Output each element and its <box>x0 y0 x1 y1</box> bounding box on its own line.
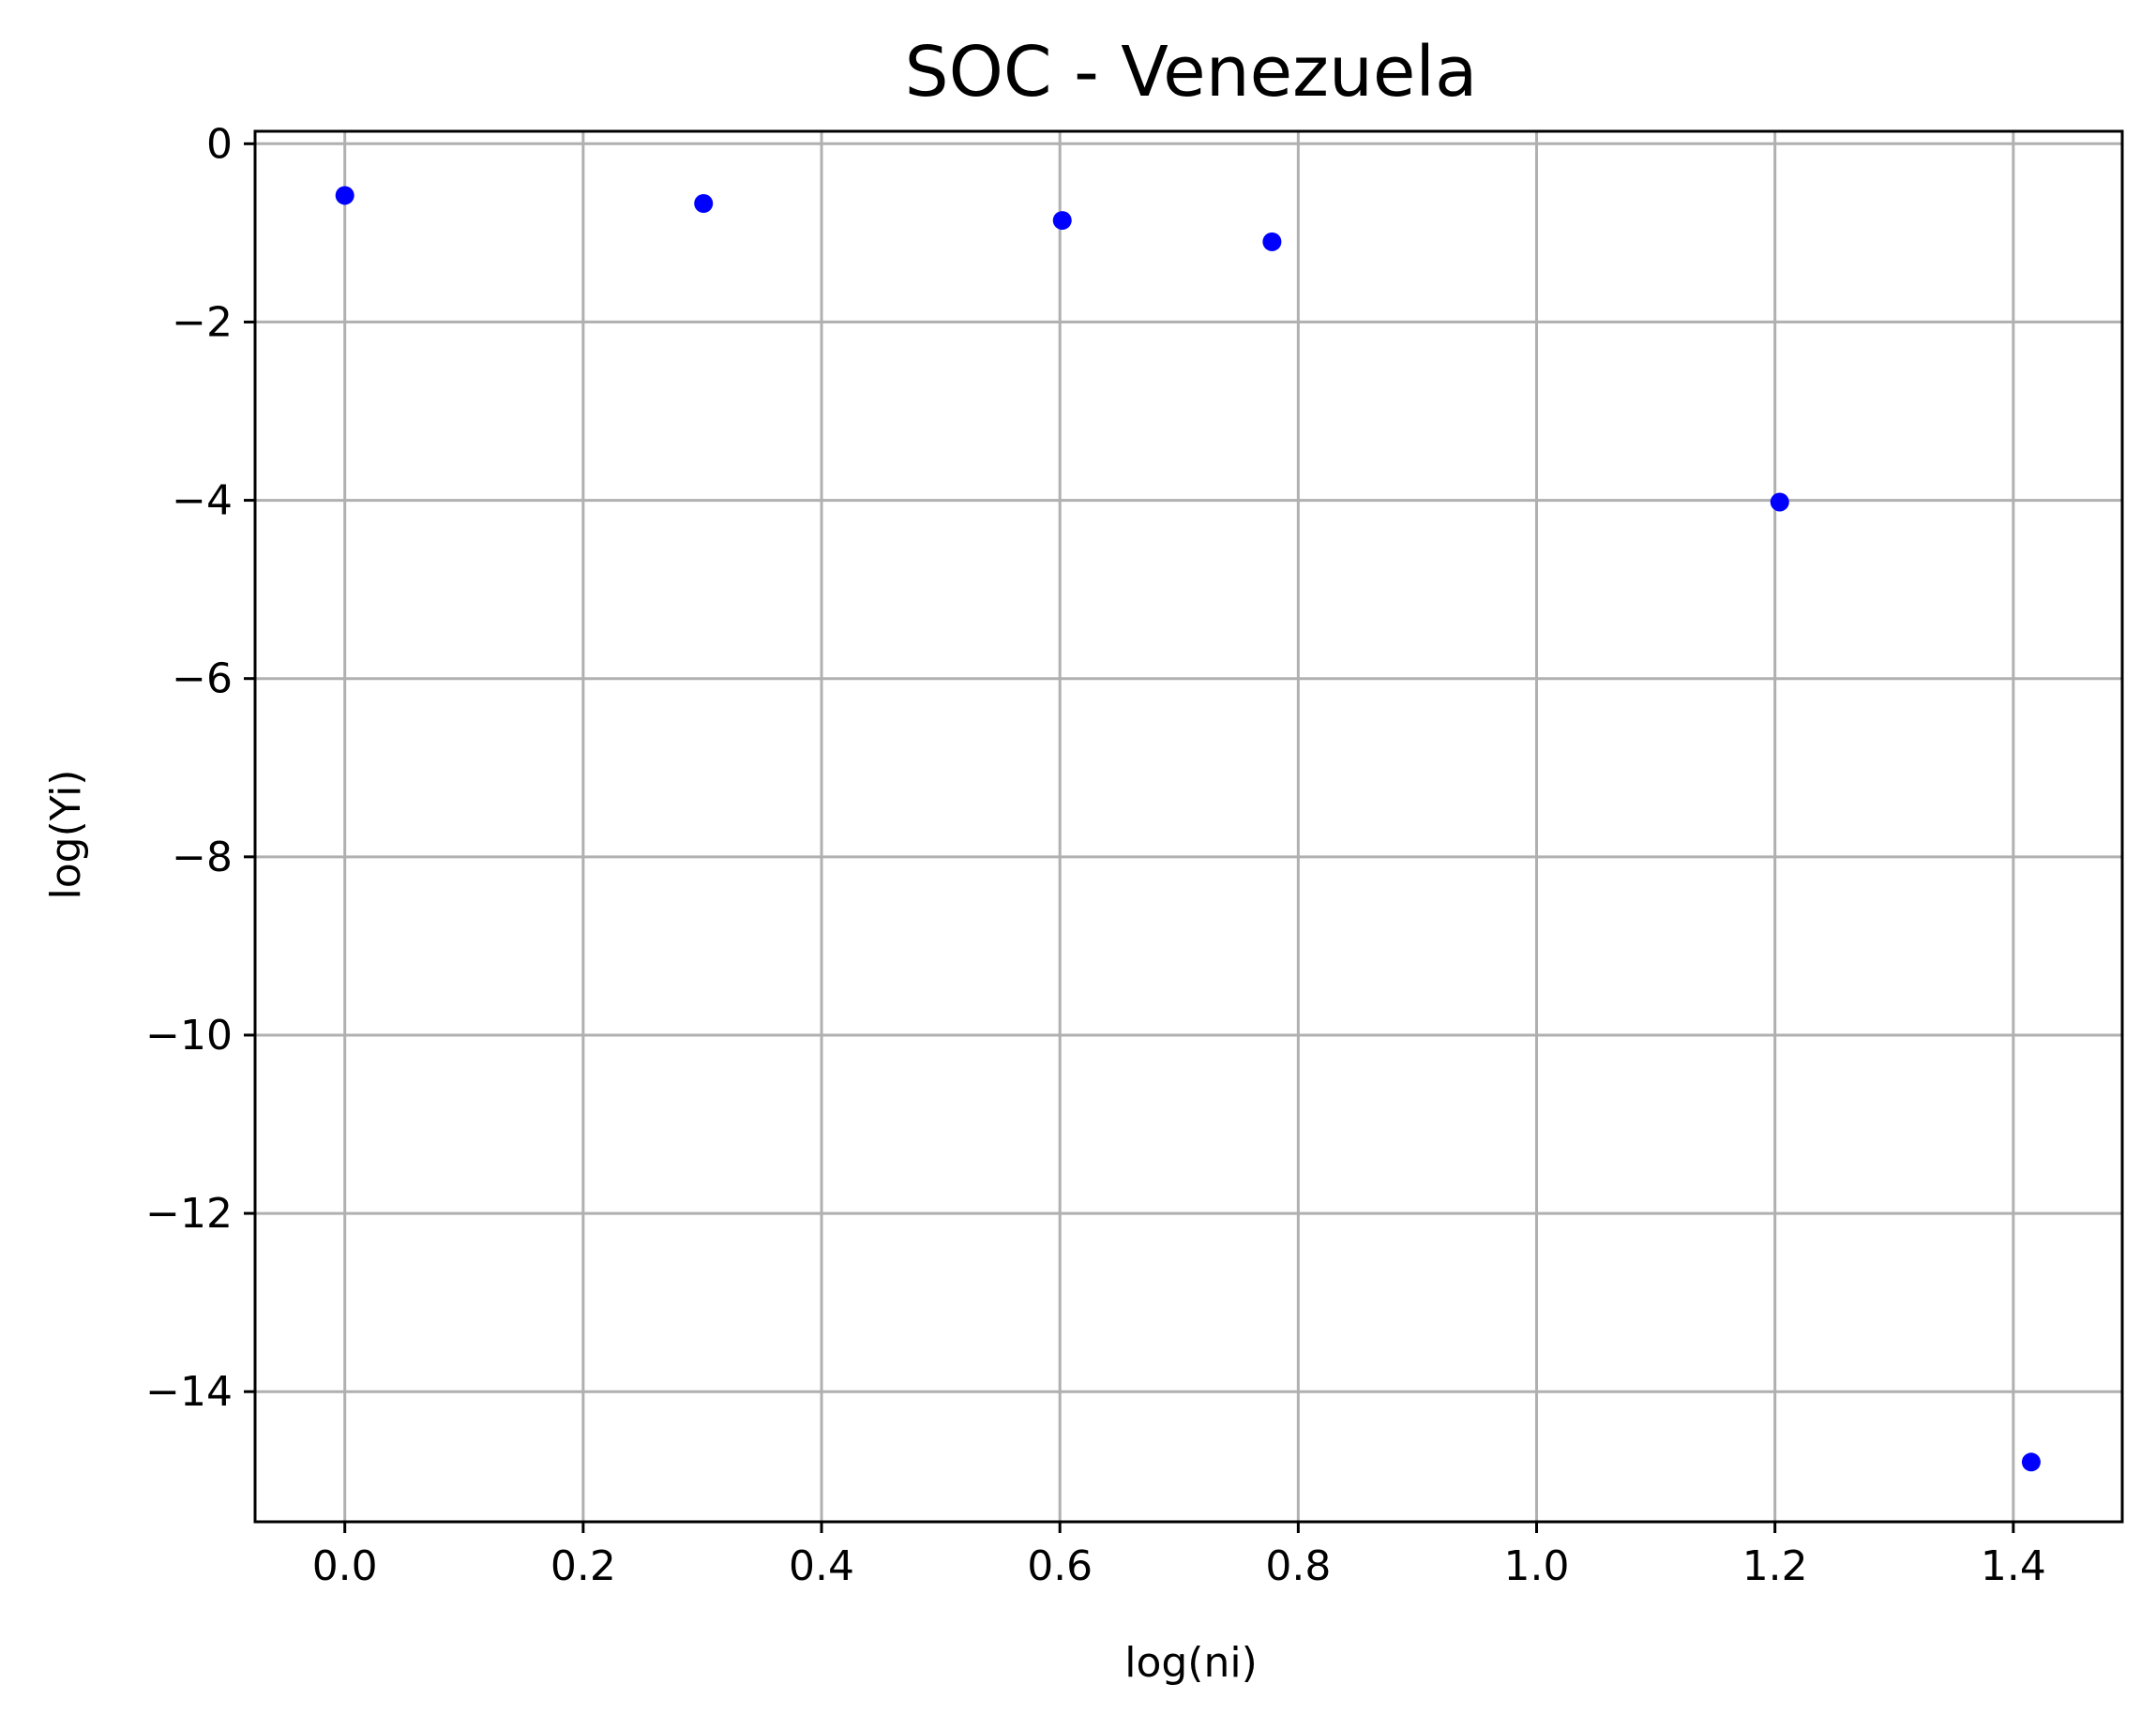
x-tick-label: 1.2 <box>1742 1542 1808 1590</box>
y-axis-label: log(Yi) <box>42 770 90 900</box>
x-tick-label: 0.2 <box>550 1542 616 1590</box>
x-tick-label: 0.6 <box>1027 1542 1093 1590</box>
x-tick-label: 1.0 <box>1504 1542 1570 1590</box>
x-tick-label: 0.0 <box>312 1542 378 1590</box>
chart-title: SOC - Venezuela <box>905 32 1478 113</box>
y-tick-label: −10 <box>145 1012 233 1060</box>
data-point <box>335 186 354 205</box>
x-tick-label: 1.4 <box>1981 1542 2046 1590</box>
ticks-layer: 0.0 0.2 0.4 0.6 0.8 1.0 1.2 1.4 0 −2 −4 −6 −8 −10 −12 −… <box>145 120 2046 1590</box>
data-point <box>1052 211 1072 231</box>
data-point <box>694 194 714 214</box>
y-tick-label: −4 <box>172 477 233 525</box>
grid-layer <box>255 131 2122 1522</box>
y-tick-label: −14 <box>145 1368 233 1416</box>
y-tick-label: −8 <box>172 834 233 881</box>
data-point <box>1262 232 1282 251</box>
y-tick-label: −12 <box>145 1190 233 1238</box>
y-tick-label: 0 <box>206 120 233 168</box>
points-layer <box>335 186 2041 1472</box>
plot-frame <box>253 129 2124 1524</box>
y-tick-label: −2 <box>172 298 233 346</box>
y-tick-label: −6 <box>172 655 233 703</box>
data-point <box>1770 492 1789 512</box>
x-axis-label: log(ni) <box>1124 1639 1258 1687</box>
x-tick-label: 0.4 <box>789 1542 854 1590</box>
x-tick-label: 0.8 <box>1265 1542 1331 1590</box>
data-point <box>2021 1452 2041 1472</box>
